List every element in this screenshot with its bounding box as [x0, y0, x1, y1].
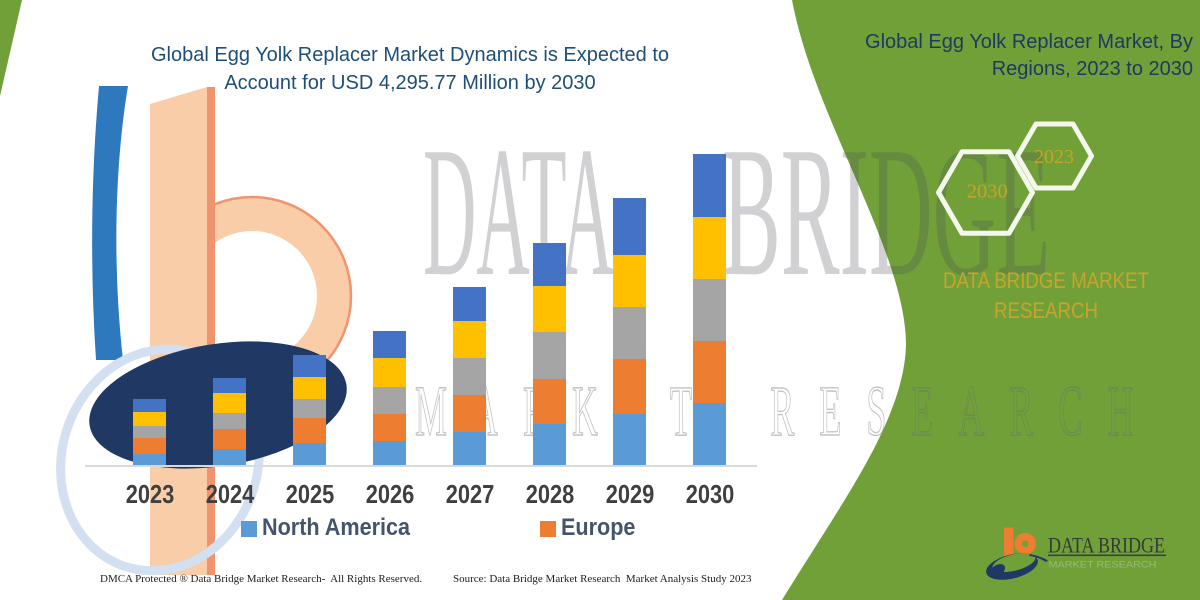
svg-text:2023: 2023 — [1034, 146, 1074, 168]
svg-text:DATA BRIDGE: DATA BRIDGE — [1048, 533, 1165, 558]
svg-text:2030: 2030 — [967, 181, 1008, 203]
svg-text:MARKET RESEARCH: MARKET RESEARCH — [1049, 560, 1157, 571]
